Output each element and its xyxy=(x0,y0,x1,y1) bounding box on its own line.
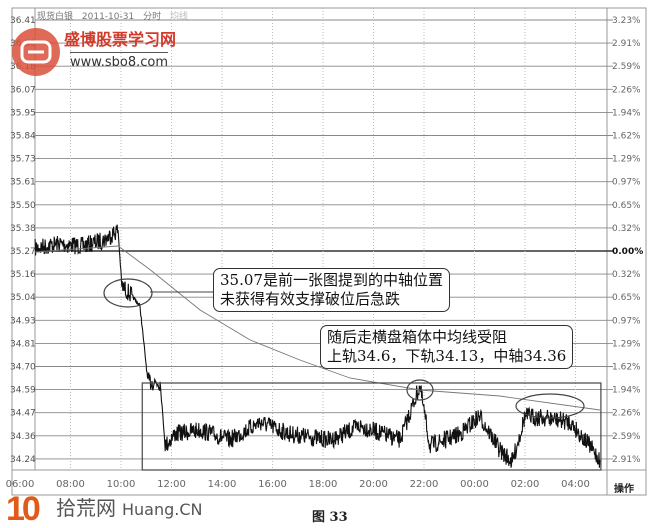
y-pct-tick-label: 0.65% xyxy=(612,201,641,211)
y-tick-label: 35.73 xyxy=(10,155,36,165)
operate-button[interactable]: 操作 xyxy=(614,484,634,495)
price-line xyxy=(34,224,601,468)
y-tick-label: 34.93 xyxy=(10,316,36,326)
highlight-ellipse xyxy=(406,379,434,401)
x-tick-label: 10:00 xyxy=(107,479,136,490)
huang-logo-number: 10 xyxy=(6,490,41,528)
y-pct-tick-label: 1.62% xyxy=(612,363,641,373)
y-pct-tick-label: 2.59% xyxy=(612,432,641,442)
y-pct-tick-label: 1.62% xyxy=(612,132,641,142)
annotation-line: 35.07是前一张图提到的中轴位置 xyxy=(220,271,443,289)
huang-title: 拾荒网 xyxy=(56,496,116,520)
highlight-ellipse xyxy=(103,278,153,308)
x-tick-label: 16:00 xyxy=(258,479,287,490)
y-tick-label: 34.59 xyxy=(10,386,36,396)
sbo8-url: www.sbo8.com xyxy=(70,52,168,70)
avg-label: 均线 xyxy=(169,12,188,22)
x-tick-label: 00:00 xyxy=(460,479,489,490)
y-pct-tick-label: 0.00% xyxy=(612,247,643,257)
y-tick-label: 35.84 xyxy=(10,132,36,142)
y-pct-tick-label: 2.26% xyxy=(612,409,641,419)
y-pct-tick-label: 2.91% xyxy=(612,39,641,49)
y-pct-tick-label: 2.59% xyxy=(612,62,641,72)
y-tick-label: 35.38 xyxy=(10,224,36,234)
annotation-line: 上轨34.6，下轨34.13，中轴34.36 xyxy=(327,347,567,365)
huang-url: Huang.CN xyxy=(122,500,203,519)
annotation-breakdown: 35.07是前一张图提到的中轴位置 未获得有效支撑破位后急跌 xyxy=(213,268,450,312)
y-pct-tick-label: 3.23% xyxy=(612,16,641,26)
y-tick-label: 35.04 xyxy=(10,293,36,303)
x-tick-label: 04:00 xyxy=(561,479,590,490)
y-tick-label: 34.70 xyxy=(10,363,36,373)
y-tick-label: 35.27 xyxy=(10,247,36,257)
y-pct-tick-label: 2.91% xyxy=(612,455,641,465)
x-tick-label: 22:00 xyxy=(410,479,439,490)
y-tick-label: 34.36 xyxy=(10,432,36,442)
y-pct-tick-label: 0.97% xyxy=(612,316,641,326)
y-tick-label: 34.47 xyxy=(10,409,36,419)
range-box xyxy=(141,382,602,471)
y-pct-tick-label: 2.26% xyxy=(612,85,641,95)
y-pct-tick-label: 0.97% xyxy=(612,178,641,188)
chart-date: 2011-10-31 xyxy=(81,12,135,22)
y-tick-label: 34.24 xyxy=(10,455,36,465)
y-pct-tick-label: 0.65% xyxy=(612,293,641,303)
y-pct-tick-label: 1.94% xyxy=(612,386,641,396)
y-tick-label: 35.61 xyxy=(10,178,36,188)
average-line xyxy=(35,245,600,411)
y-tick-label: 34.81 xyxy=(10,339,36,349)
y-pct-tick-label: 1.29% xyxy=(612,155,641,165)
x-tick-label: 18:00 xyxy=(309,479,338,490)
x-tick-label: 02:00 xyxy=(511,479,540,490)
stock-name: 现货白银 xyxy=(37,12,74,22)
y-pct-tick-label: 0.32% xyxy=(612,224,641,234)
annotation-line: 随后走横盘箱体中均线受阻 xyxy=(327,328,508,346)
x-tick-label: 08:00 xyxy=(56,479,85,490)
annotation-line: 未获得有效支撑破位后急跌 xyxy=(220,290,401,308)
chart-header: 现货白银 2011-10-31 分时 均线 xyxy=(37,9,194,22)
y-tick-label: 35.16 xyxy=(10,270,36,280)
x-tick-label: 14:00 xyxy=(208,479,237,490)
y-pct-tick-label: 0.32% xyxy=(612,270,641,280)
sbo8-title: 盛博股票学习网 xyxy=(64,30,177,49)
sbo8-logo-icon xyxy=(12,28,60,76)
chart-mode: 分时 xyxy=(143,12,162,22)
chart-frame xyxy=(11,7,647,496)
y-tick-label: 36.41 xyxy=(10,16,36,26)
highlight-ellipse xyxy=(515,393,585,419)
x-tick-label: 06:00 xyxy=(6,479,35,490)
y-pct-tick-label: 1.94% xyxy=(612,108,641,118)
y-pct-tick-label: 1.29% xyxy=(612,339,641,349)
x-tick-label: 12:00 xyxy=(157,479,186,490)
y-tick-label: 36.07 xyxy=(10,85,36,95)
y-tick-label: 35.95 xyxy=(10,108,36,118)
x-tick-label: 20:00 xyxy=(359,479,388,490)
figure-caption: 图 33 xyxy=(312,510,348,525)
y-tick-label: 35.50 xyxy=(10,201,36,211)
annotation-range-box: 随后走横盘箱体中均线受阻 上轨34.6，下轨34.13，中轴34.36 xyxy=(320,325,574,369)
